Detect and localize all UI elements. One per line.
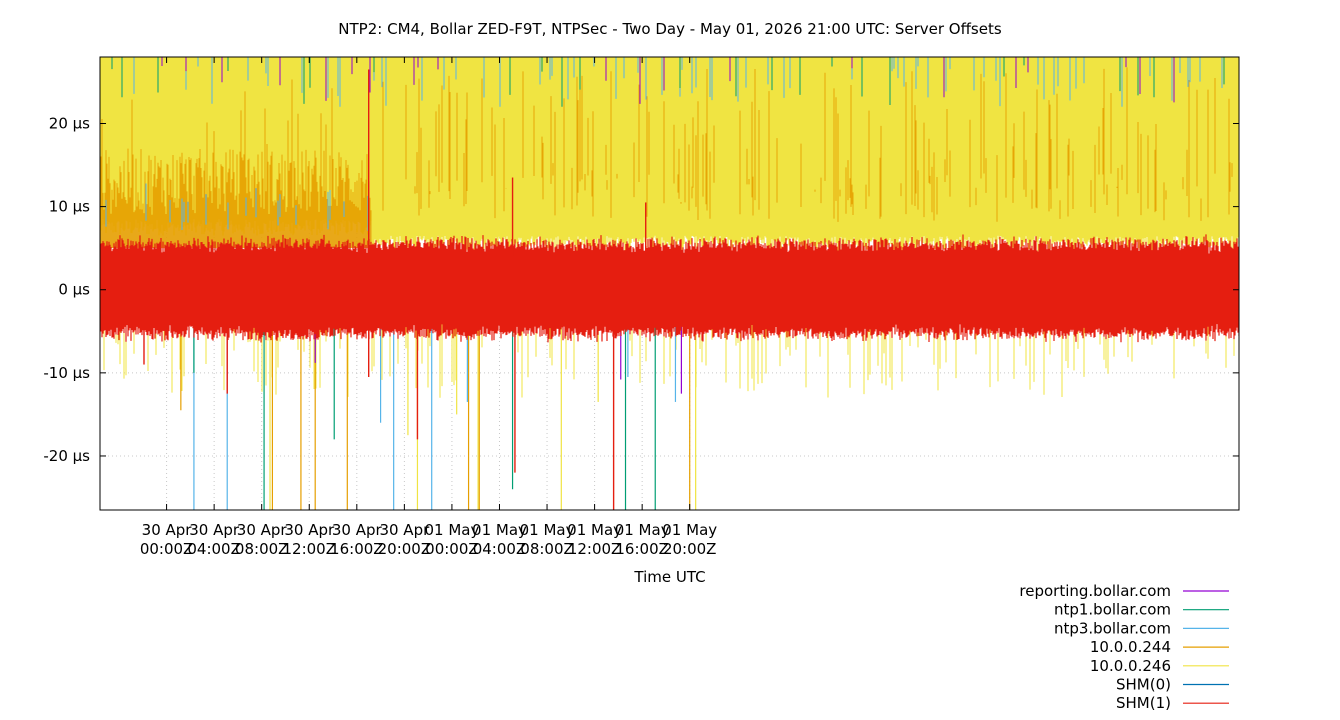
x-tick-label: 30 Apr — [142, 521, 193, 539]
x-tick-label: 30 Apr — [379, 521, 430, 539]
x-tick-label: 12:00Z — [568, 540, 622, 558]
series-area — [100, 67, 1239, 249]
x-axis-label: Time UTC — [633, 568, 705, 586]
x-tick-label: 01 May — [567, 521, 622, 539]
x-tick-label: 01 May — [424, 521, 479, 539]
series-band — [100, 234, 1239, 343]
series-10-0-0-244 — [100, 67, 1239, 510]
x-tick-label: 16:00Z — [615, 540, 669, 558]
x-tick-label: 08:00Z — [520, 540, 574, 558]
legend: reporting.bollar.comntp1.bollar.comntp3.… — [1019, 582, 1229, 712]
legend-label: ntp1.bollar.com — [1054, 601, 1171, 619]
series-shm1 — [100, 69, 1239, 510]
plot-border — [99, 56, 1240, 511]
legend-label: reporting.bollar.com — [1019, 582, 1171, 600]
legend-label: 10.0.0.244 — [1090, 638, 1171, 656]
x-tick-label: 20:00Z — [663, 540, 717, 558]
x-tick-label: 04:00Z — [187, 540, 241, 558]
y-tick-label: 20 µs — [49, 114, 90, 132]
x-tick-label: 30 Apr — [284, 521, 335, 539]
y-tick-label: -10 µs — [43, 364, 90, 382]
x-tick-label: 20:00Z — [378, 540, 432, 558]
legend-label: SHM(1) — [1116, 694, 1171, 712]
x-tick-label: 00:00Z — [425, 540, 479, 558]
legend-label: SHM(0) — [1116, 676, 1171, 694]
series-reporting-bollar-com — [161, 57, 1175, 394]
x-tick-label: 12:00Z — [282, 540, 336, 558]
y-tick-label: 0 µs — [58, 281, 90, 299]
legend-label: 10.0.0.246 — [1090, 657, 1171, 675]
x-tick-label: 30 Apr — [332, 521, 383, 539]
x-tick-label: 01 May — [520, 521, 575, 539]
x-tick-label: 01 May — [615, 521, 670, 539]
y-tick-label: 10 µs — [49, 198, 90, 216]
x-tick-label: 30 Apr — [189, 521, 240, 539]
x-tick-label: 16:00Z — [330, 540, 384, 558]
chart-title: NTP2: CM4, Bollar ZED-F9T, NTPSec - Two … — [338, 20, 1002, 38]
x-tick-label: 04:00Z — [473, 540, 527, 558]
y-tick-label: -20 µs — [43, 447, 90, 465]
plot-area — [100, 57, 1239, 510]
x-tick-label: 30 Apr — [237, 521, 288, 539]
x-tick-label: 08:00Z — [235, 540, 289, 558]
x-tick-label: 01 May — [662, 521, 717, 539]
y-axis: 20 µs 10 µs 0 µs -10 µs -20 µs — [43, 114, 1239, 465]
x-tick-label: 00:00Z — [140, 540, 194, 558]
legend-label: ntp3.bollar.com — [1054, 619, 1171, 637]
series-streaks — [161, 57, 1175, 104]
x-tick-label: 01 May — [472, 521, 527, 539]
